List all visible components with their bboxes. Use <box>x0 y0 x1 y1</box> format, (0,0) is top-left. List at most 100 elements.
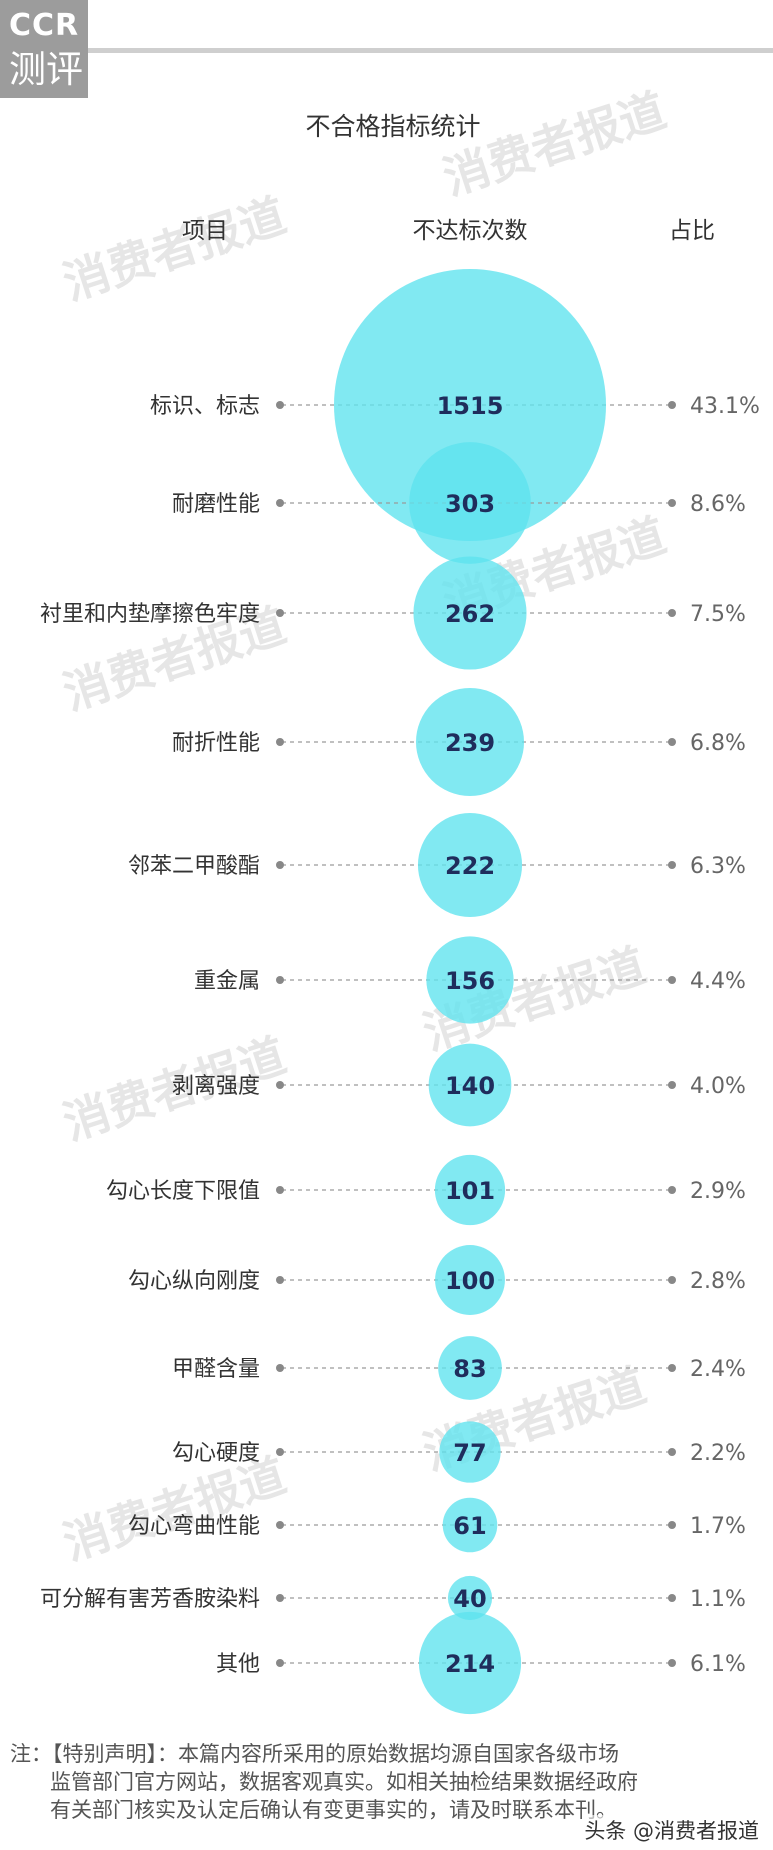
row-end-dot <box>668 1448 676 1456</box>
chart-rows: 标识、标志 1515 43.1% 耐磨性能 303 8.6% 衬里和内垫摩擦色牢度 262 7.… <box>40 269 760 1715</box>
bubble-chart: 消费者报道消费者报道消费者报道消费者报道消费者报道消费者报道消费者报道消费者报道… <box>40 83 760 1715</box>
bubble-mark <box>415 687 525 797</box>
share-label: 4.0% <box>690 1074 746 1099</box>
row-end-dot <box>668 1364 676 1372</box>
share-label: 1.1% <box>690 1587 746 1612</box>
value-label: 40 <box>453 1585 486 1613</box>
share-label: 8.6% <box>690 492 746 517</box>
category-label: 标识、标志 <box>150 394 260 419</box>
value-label: 101 <box>445 1177 495 1205</box>
category-label: 剥离强度 <box>172 1074 260 1099</box>
category-label: 重金属 <box>194 969 260 994</box>
bubble-mark <box>428 1043 512 1127</box>
value-label: 61 <box>453 1512 486 1540</box>
bubble-mark <box>409 442 531 564</box>
bubble-mark <box>438 1336 502 1400</box>
share-label: 7.5% <box>690 602 746 627</box>
logo-text-ccr: CCR <box>9 8 80 43</box>
share-label: 6.3% <box>690 854 746 879</box>
row-end-dot <box>668 1081 676 1089</box>
share-label: 1.7% <box>690 1514 746 1539</box>
row-start-dot <box>276 609 284 617</box>
bubble-mark <box>413 556 527 670</box>
value-label: 239 <box>445 729 495 757</box>
category-label: 勾心弯曲性能 <box>128 1514 260 1539</box>
share-label: 2.8% <box>690 1269 746 1294</box>
bubble-mark <box>442 1497 498 1553</box>
share-label: 4.4% <box>690 969 746 994</box>
value-label: 100 <box>445 1267 495 1295</box>
row-end-dot <box>668 1521 676 1529</box>
ccr-logo: CCR 测评 <box>0 0 88 98</box>
row-start-dot <box>276 1448 284 1456</box>
share-label: 6.8% <box>690 731 746 756</box>
category-label: 邻苯二甲酸酯 <box>128 854 260 879</box>
header-divider <box>88 48 773 53</box>
bubble-mark <box>434 1154 506 1226</box>
share-label: 6.1% <box>690 1652 746 1677</box>
category-label: 耐磨性能 <box>172 492 260 517</box>
logo-text-review: 测评 <box>9 48 83 91</box>
bubble-mark <box>439 1421 501 1483</box>
share-label: 2.9% <box>690 1179 746 1204</box>
row-end-dot <box>668 1659 676 1667</box>
row-start-dot <box>276 738 284 746</box>
row-end-dot <box>668 861 676 869</box>
value-label: 303 <box>445 490 495 518</box>
row-end-dot <box>668 499 676 507</box>
watermark-text: 消费者报道 <box>437 83 672 205</box>
row-start-dot <box>276 1081 284 1089</box>
bubble-mark <box>447 1575 493 1621</box>
bubble-mark <box>417 812 523 918</box>
share-label: 43.1% <box>690 394 760 419</box>
watermark-text: 消费者报道 <box>57 1448 292 1570</box>
value-label: 1515 <box>437 392 504 420</box>
row-start-dot <box>276 401 284 409</box>
column-header-item: 项目 <box>182 218 228 244</box>
category-label: 衬里和内垫摩擦色牢度 <box>40 602 260 627</box>
row-start-dot <box>276 1364 284 1372</box>
category-label: 勾心硬度 <box>172 1441 260 1466</box>
row-end-dot <box>668 1594 676 1602</box>
chart-title: 不合格指标统计 <box>305 112 480 141</box>
value-label: 214 <box>445 1650 495 1678</box>
column-header-count: 不达标次数 <box>413 218 528 244</box>
column-header-share: 占比 <box>669 218 715 244</box>
category-label: 可分解有害芳香胺染料 <box>40 1587 260 1612</box>
share-label: 2.2% <box>690 1441 746 1466</box>
row-start-dot <box>276 1186 284 1194</box>
category-label: 勾心纵向刚度 <box>128 1269 260 1294</box>
row-end-dot <box>668 1276 676 1284</box>
category-label: 其他 <box>216 1652 260 1677</box>
row-start-dot <box>276 1659 284 1667</box>
bubble-mark <box>426 936 514 1024</box>
disclaimer-note: 注：【特别声明】：本篇内容所采用的原始数据均源自国家各级市场 监管部门官方网站，… <box>10 1740 760 1824</box>
value-label: 140 <box>445 1072 495 1100</box>
note-line-1: 注：【特别声明】：本篇内容所采用的原始数据均源自国家各级市场 <box>10 1742 619 1766</box>
row-end-dot <box>668 1186 676 1194</box>
row-end-dot <box>668 609 676 617</box>
watermark-text: 消费者报道 <box>57 188 292 310</box>
row-start-dot <box>276 1276 284 1284</box>
category-label: 勾心长度下限值 <box>106 1179 260 1204</box>
note-line-3: 有关部门核实及认定后确认有变更事实的，请及时联系本刊。 <box>50 1798 617 1822</box>
bubble-mark <box>334 269 606 541</box>
value-label: 83 <box>453 1355 486 1383</box>
value-label: 222 <box>445 852 495 880</box>
source-credit: 头条 @消费者报道 <box>584 1815 759 1845</box>
value-label: 262 <box>445 600 495 628</box>
share-label: 2.4% <box>690 1357 746 1382</box>
row-start-dot <box>276 976 284 984</box>
row-start-dot <box>276 499 284 507</box>
row-start-dot <box>276 861 284 869</box>
value-label: 156 <box>445 967 495 995</box>
row-start-dot <box>276 1594 284 1602</box>
row-start-dot <box>276 1521 284 1529</box>
bubble-mark <box>435 1245 505 1315</box>
row-end-dot <box>668 976 676 984</box>
bubble-mark <box>418 1611 522 1715</box>
row-end-dot <box>668 401 676 409</box>
value-label: 77 <box>453 1439 486 1467</box>
note-line-2: 监管部门官方网站，数据客观真实。如相关抽检结果数据经政府 <box>50 1770 638 1794</box>
